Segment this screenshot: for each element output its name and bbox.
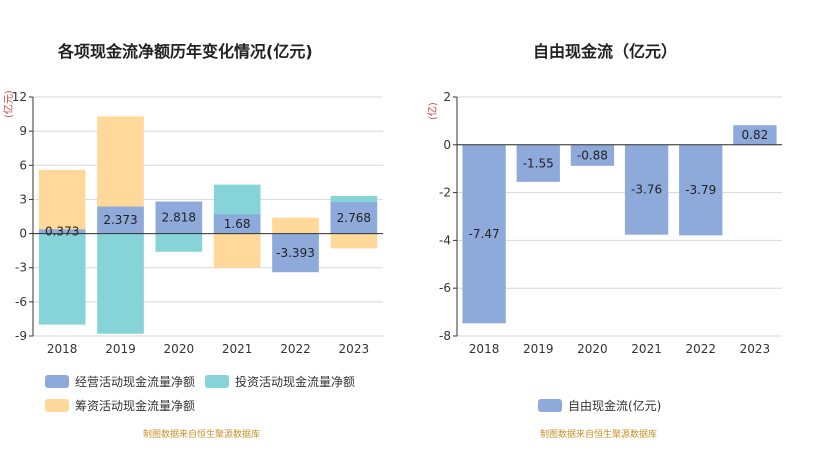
right-chart-y-tick-label: -6 [439, 281, 451, 295]
right-chart-data-label: -7.47 [469, 227, 500, 241]
left-chart-x-tick-label: 2022 [280, 342, 311, 356]
legend-swatch-financing [45, 399, 69, 412]
legend-item-operating[interactable]: 经营活动现金流量净额 [45, 373, 195, 390]
right-chart-bar [679, 144, 723, 236]
legend-swatch-operating [45, 375, 69, 388]
left-chart-title: 各项现金流净额历年变化情况(亿元) [58, 42, 313, 61]
legend-item-financing[interactable]: 筹资活动现金流量净额 [45, 397, 195, 414]
right-chart-y-tick-label: -8 [439, 329, 451, 343]
left-chart-y-tick-label: -6 [15, 295, 27, 309]
left-chart-bar [38, 169, 86, 234]
left-chart-data-label: 2.768 [337, 211, 371, 225]
left-chart-y-tick-label: 6 [19, 158, 27, 172]
legend-label-investing: 投资活动现金流量净额 [235, 375, 356, 389]
left-chart-bar [330, 202, 378, 234]
right-chart-y-tick-label: -4 [439, 233, 451, 247]
right-chart-title: 自由现金流（亿元） [533, 42, 678, 61]
left-chart-bar [330, 233, 378, 249]
legend-label-operating: 经营活动现金流量净额 [75, 375, 196, 389]
left-chart-y-tick-label: 12 [12, 90, 27, 104]
left-chart-data-label: -3.393 [276, 246, 315, 260]
left-chart-bar [97, 206, 144, 234]
left-chart-data-label: 2.373 [103, 213, 137, 227]
left-chart-y-tick-label: 0 [19, 227, 27, 241]
legend-swatch-investing [205, 375, 229, 388]
left-chart-data-label: 1.68 [224, 217, 251, 231]
left-chart-bar [213, 214, 261, 234]
left-chart-y-tick-label: -3 [15, 261, 27, 275]
left-chart-x-tick-label: 2023 [339, 342, 370, 356]
left-chart-y-tick-label: -9 [15, 329, 27, 343]
left-source-note: 制图数据来自恒生聚源数据库 [143, 430, 261, 440]
right-source-note: 制图数据来自恒生聚源数据库 [540, 430, 658, 440]
right-chart-y-tick-label: -2 [439, 186, 451, 200]
right-chart-bar [733, 125, 777, 145]
right-chart-data-label: -0.88 [577, 148, 608, 162]
left-chart-bar [38, 233, 86, 325]
left-chart-bar [155, 201, 203, 234]
right-chart-y-tick-label: 2 [443, 90, 451, 104]
left-chart-bar [272, 217, 319, 234]
left-chart-data-label: 2.818 [162, 211, 196, 225]
left-chart-bar [97, 233, 144, 334]
left-chart-y-tick-label: 3 [19, 192, 27, 206]
legend-label-financing: 筹资活动现金流量净额 [75, 399, 196, 413]
right-chart-bar [516, 144, 560, 182]
legend-swatch-free-cash-flow [538, 399, 562, 412]
legend-item-free-cash-flow[interactable]: 自由现金流(亿元) [538, 397, 661, 414]
left-chart-x-tick-label: 2020 [164, 342, 195, 356]
right-chart-bar [624, 144, 669, 235]
right-chart-y-tick-label: 0 [443, 138, 451, 152]
left-chart-y-tick-label: 9 [19, 124, 27, 138]
left-chart-x-tick-label: 2019 [105, 342, 136, 356]
right-chart-data-label: -3.76 [631, 183, 662, 197]
right-chart-x-tick-label: 2022 [685, 342, 716, 356]
right-chart-data-label: -3.79 [685, 183, 716, 197]
right-chart-x-tick-label: 2019 [523, 342, 554, 356]
right-chart-bar [462, 144, 506, 324]
left-chart-data-label: 0.373 [45, 224, 79, 238]
right-chart-bar [570, 144, 615, 166]
right-chart-data-label: 0.82 [742, 128, 769, 142]
left-chart-x-tick-label: 2021 [222, 342, 253, 356]
right-chart-x-tick-label: 2023 [740, 342, 771, 356]
left-chart-bar [213, 233, 261, 268]
left-chart-bar [155, 233, 203, 252]
right-chart-x-tick-label: 2018 [469, 342, 500, 356]
left-chart-x-tick-label: 2018 [47, 342, 78, 356]
left-chart-bar [272, 233, 319, 273]
legend-item-investing[interactable]: 投资活动现金流量净额 [205, 373, 355, 390]
right-chart-x-tick-label: 2020 [577, 342, 608, 356]
legend-label-free-cash-flow: 自由现金流(亿元) [568, 399, 662, 413]
right-chart-data-label: -1.55 [523, 156, 554, 170]
left-chart-bar [38, 229, 86, 234]
right-chart-x-tick-label: 2021 [631, 342, 662, 356]
